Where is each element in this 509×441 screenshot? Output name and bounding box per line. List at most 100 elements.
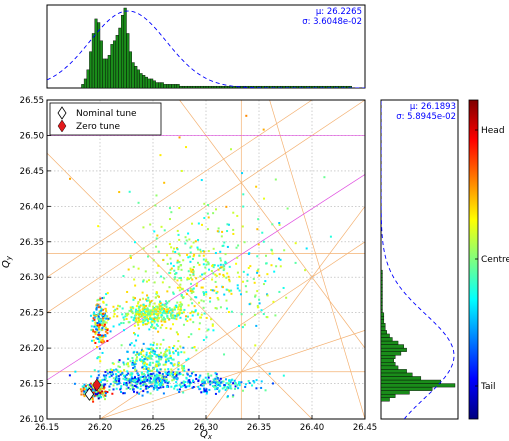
tune-point (238, 324, 241, 327)
tune-point (193, 346, 196, 349)
tune-point (189, 287, 192, 290)
tune-point (128, 381, 131, 384)
tune-point (146, 371, 149, 374)
tune-point (154, 204, 157, 207)
tune-point (228, 278, 231, 281)
resonance-line-orange (269, 100, 365, 419)
legend-zero-label: Zero tune (76, 122, 121, 132)
tune-point (176, 286, 179, 289)
tune-point (235, 246, 238, 249)
tune-point (236, 384, 239, 387)
tune-point (177, 314, 180, 317)
tune-point (234, 387, 237, 390)
tune-point (132, 319, 135, 322)
tune-point (169, 327, 172, 330)
tune-point (97, 325, 100, 328)
tune-point (168, 286, 171, 289)
tune-point (137, 373, 140, 376)
tune-point (182, 311, 185, 314)
tune-point (92, 385, 95, 388)
tune-point (230, 387, 233, 390)
tune-point (134, 317, 137, 320)
tune-point (98, 337, 101, 340)
tune-point (180, 381, 183, 384)
tune-point (149, 313, 152, 316)
tune-point (160, 379, 163, 382)
tune-point (133, 361, 136, 364)
tune-point (142, 367, 145, 370)
tune-point (91, 319, 94, 322)
tune-point (155, 354, 158, 357)
tune-point (175, 272, 178, 275)
tune-point (164, 363, 167, 366)
tune-point (133, 344, 136, 347)
tune-point (142, 362, 145, 365)
tune-point (155, 194, 158, 197)
tune-point (200, 179, 203, 182)
tune-point (102, 334, 105, 337)
tune-point (209, 297, 212, 300)
tune-point (161, 318, 164, 321)
tune-point (179, 345, 182, 348)
tune-point (105, 293, 108, 296)
tune-point (143, 374, 146, 377)
side-histogram-bar (381, 273, 383, 278)
tune-point (99, 360, 102, 363)
tune-point (93, 325, 96, 328)
tune-point (160, 308, 163, 311)
tune-point (183, 369, 186, 372)
y-tick-label: 26.30 (20, 273, 44, 283)
tune-point (223, 384, 226, 387)
tune-point (106, 339, 109, 342)
tune-point (186, 278, 189, 281)
tune-point (191, 346, 194, 349)
top-histogram-bar (171, 84, 175, 88)
top-histogram-bar (195, 85, 199, 88)
tune-point (154, 380, 157, 383)
top-histogram-bar (338, 85, 342, 88)
tune-point (146, 358, 149, 361)
tune-point (127, 357, 130, 360)
top-histogram-bar (197, 85, 201, 88)
side-histogram-bar (381, 351, 402, 356)
tune-point (103, 312, 106, 315)
tune-point (159, 326, 162, 329)
tune-point (115, 374, 118, 377)
tune-point (189, 318, 192, 321)
tune-point (94, 341, 97, 344)
tune-point (124, 375, 127, 378)
tune-point (187, 336, 190, 339)
tune-point (115, 387, 118, 390)
tune-point (156, 318, 159, 321)
tune-point (234, 382, 237, 385)
tune-point (159, 343, 162, 346)
tune-point (182, 391, 185, 394)
tune-point (103, 386, 106, 389)
tune-point (285, 296, 288, 299)
tune-point (144, 323, 147, 326)
top-histogram-bar (105, 58, 109, 88)
tune-point (265, 262, 268, 265)
tune-point (156, 307, 159, 310)
tune-point (133, 365, 136, 368)
tune-point (145, 357, 148, 360)
tune-point (96, 322, 99, 325)
tune-point (100, 308, 103, 311)
tune-point (180, 351, 183, 354)
tune-point (140, 320, 143, 323)
tune-point (150, 299, 153, 302)
tune-point (156, 306, 159, 309)
tune-point (162, 318, 165, 321)
tune-point (178, 391, 181, 394)
top-histogram-bar (134, 65, 138, 88)
legend-nominal-icon (57, 106, 67, 120)
tune-point (262, 128, 265, 131)
y-tick-label: 26.10 (20, 415, 44, 425)
tune-point (187, 270, 190, 273)
tune-point (83, 395, 86, 398)
side-histogram-fit-curve (381, 100, 455, 419)
tune-point (157, 360, 160, 363)
tune-point (191, 310, 194, 313)
top-histogram-bar (189, 85, 193, 88)
tune-point (222, 275, 225, 278)
